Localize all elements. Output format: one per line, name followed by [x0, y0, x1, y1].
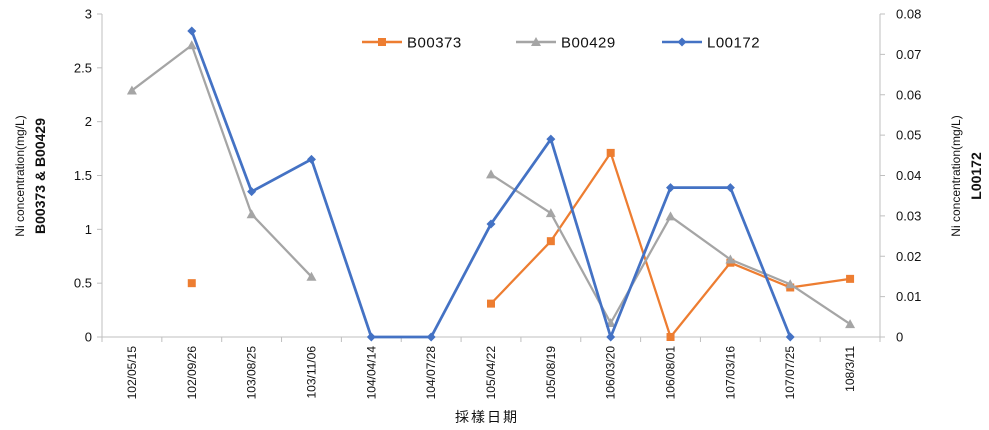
data-point-l00172: [725, 183, 735, 193]
x-tick-label: 102/05/15: [125, 346, 139, 400]
y-axis-left-title-line2: B00373 & B00429: [32, 118, 48, 234]
x-tick-label: 104/07/28: [424, 346, 438, 400]
data-point-l00172: [187, 26, 197, 36]
x-tick-label: 103/11/06: [304, 346, 318, 399]
series-line-l00172: [190, 29, 792, 339]
y-left-tick-label: 0: [85, 330, 92, 345]
y-right-tick-label: 0.01: [896, 289, 921, 304]
data-point-b00429: [785, 279, 796, 289]
legend-swatch-marker: [378, 38, 386, 46]
legend-label: B00429: [561, 35, 616, 52]
x-tick-label: 104/04/14: [364, 346, 378, 400]
y-right-tick-label: 0.02: [896, 249, 921, 264]
data-point-l00172: [366, 332, 376, 342]
y-left-tick-label: 2: [85, 114, 92, 129]
series-l00172: [187, 26, 795, 342]
data-point-b00373: [546, 237, 555, 246]
x-tick-label: 108/3/11: [843, 346, 857, 392]
data-point-b00429: [545, 208, 556, 218]
data-point-b00373: [606, 148, 615, 157]
series-line-b00429: [130, 44, 313, 278]
series-layer: [126, 26, 856, 342]
x-tick-label: 107/03/16: [723, 346, 737, 400]
y-right-tick-label: 0.07: [896, 47, 921, 62]
y-right-tick-label: 0.06: [896, 87, 921, 102]
data-point-b00429: [845, 319, 856, 329]
y-right-tick-label: 0: [896, 330, 903, 345]
data-point-b00429: [186, 40, 197, 50]
x-tick-label: 106/03/20: [604, 346, 618, 400]
x-tick-label: 103/08/25: [245, 346, 259, 400]
data-point-b00373: [666, 333, 675, 341]
data-point-b00429: [725, 254, 736, 264]
x-tick-label: 107/07/25: [783, 346, 797, 400]
legend-swatch-marker: [677, 37, 687, 47]
y-left-tick-label: 3: [85, 7, 92, 22]
y-left-tick-label: 0.5: [74, 276, 92, 291]
data-point-b00373: [846, 274, 855, 283]
x-tick-label: 102/09/26: [185, 346, 199, 400]
data-point-b00429: [246, 209, 257, 219]
series-line-b00373: [489, 151, 852, 339]
series-b00429: [126, 40, 856, 329]
y-right-tick-label: 0.04: [896, 168, 921, 183]
data-point-l00172: [606, 332, 616, 342]
y-right-tick-label: 0.05: [896, 128, 921, 143]
y-right-tick-label: 0.08: [896, 7, 921, 22]
x-tick-label: 106/08/01: [664, 346, 678, 400]
y-axis-right-title-line2: L00172: [968, 152, 984, 200]
legend-label: B00373: [407, 35, 462, 52]
axes: 0 0.5 1 1.5 2 2.5 3 0 0.01 0.02 0.03 0.04 0.05 0.06 0.…: [74, 7, 921, 400]
data-point-l00172: [785, 332, 795, 342]
data-point-l00172: [247, 187, 257, 197]
data-point-b00373: [487, 299, 495, 308]
x-axis-title: 採樣日期: [455, 409, 519, 426]
data-point-b00429: [126, 85, 137, 95]
y-axis-right-title-line1: Ni concentration(mg/L): [949, 115, 963, 236]
x-tick-label: 105/08/19: [544, 346, 558, 400]
data-point-b00373: [187, 279, 196, 288]
y-left-tick-label: 2.5: [74, 60, 92, 75]
legend: B00373 B00429 L00172: [362, 35, 760, 52]
series-line-b00429: [489, 173, 852, 326]
data-point-l00172: [666, 183, 676, 193]
data-point-l00172: [546, 134, 556, 144]
data-point-b00429: [306, 271, 317, 281]
x-tick-label: 105/04/22: [484, 346, 498, 400]
data-point-b00429: [486, 169, 496, 179]
data-point-b00429: [665, 211, 676, 221]
y-axis-left-title-line1: Ni concentration(mg/L): [13, 115, 27, 236]
legend-item-l00172: L00172: [662, 35, 760, 52]
legend-item-b00373: B00373: [362, 35, 462, 52]
data-point-l00172: [426, 332, 436, 342]
legend-swatch-marker: [531, 37, 541, 46]
data-point-l00172: [306, 154, 316, 164]
legend-label: L00172: [707, 35, 760, 52]
legend-item-b00429: B00429: [516, 35, 616, 52]
y-left-tick-label: 1.5: [74, 168, 92, 183]
y-left-tick-label: 1: [85, 222, 92, 237]
y-right-tick-label: 0.03: [896, 208, 921, 223]
data-point-l00172: [486, 219, 496, 229]
